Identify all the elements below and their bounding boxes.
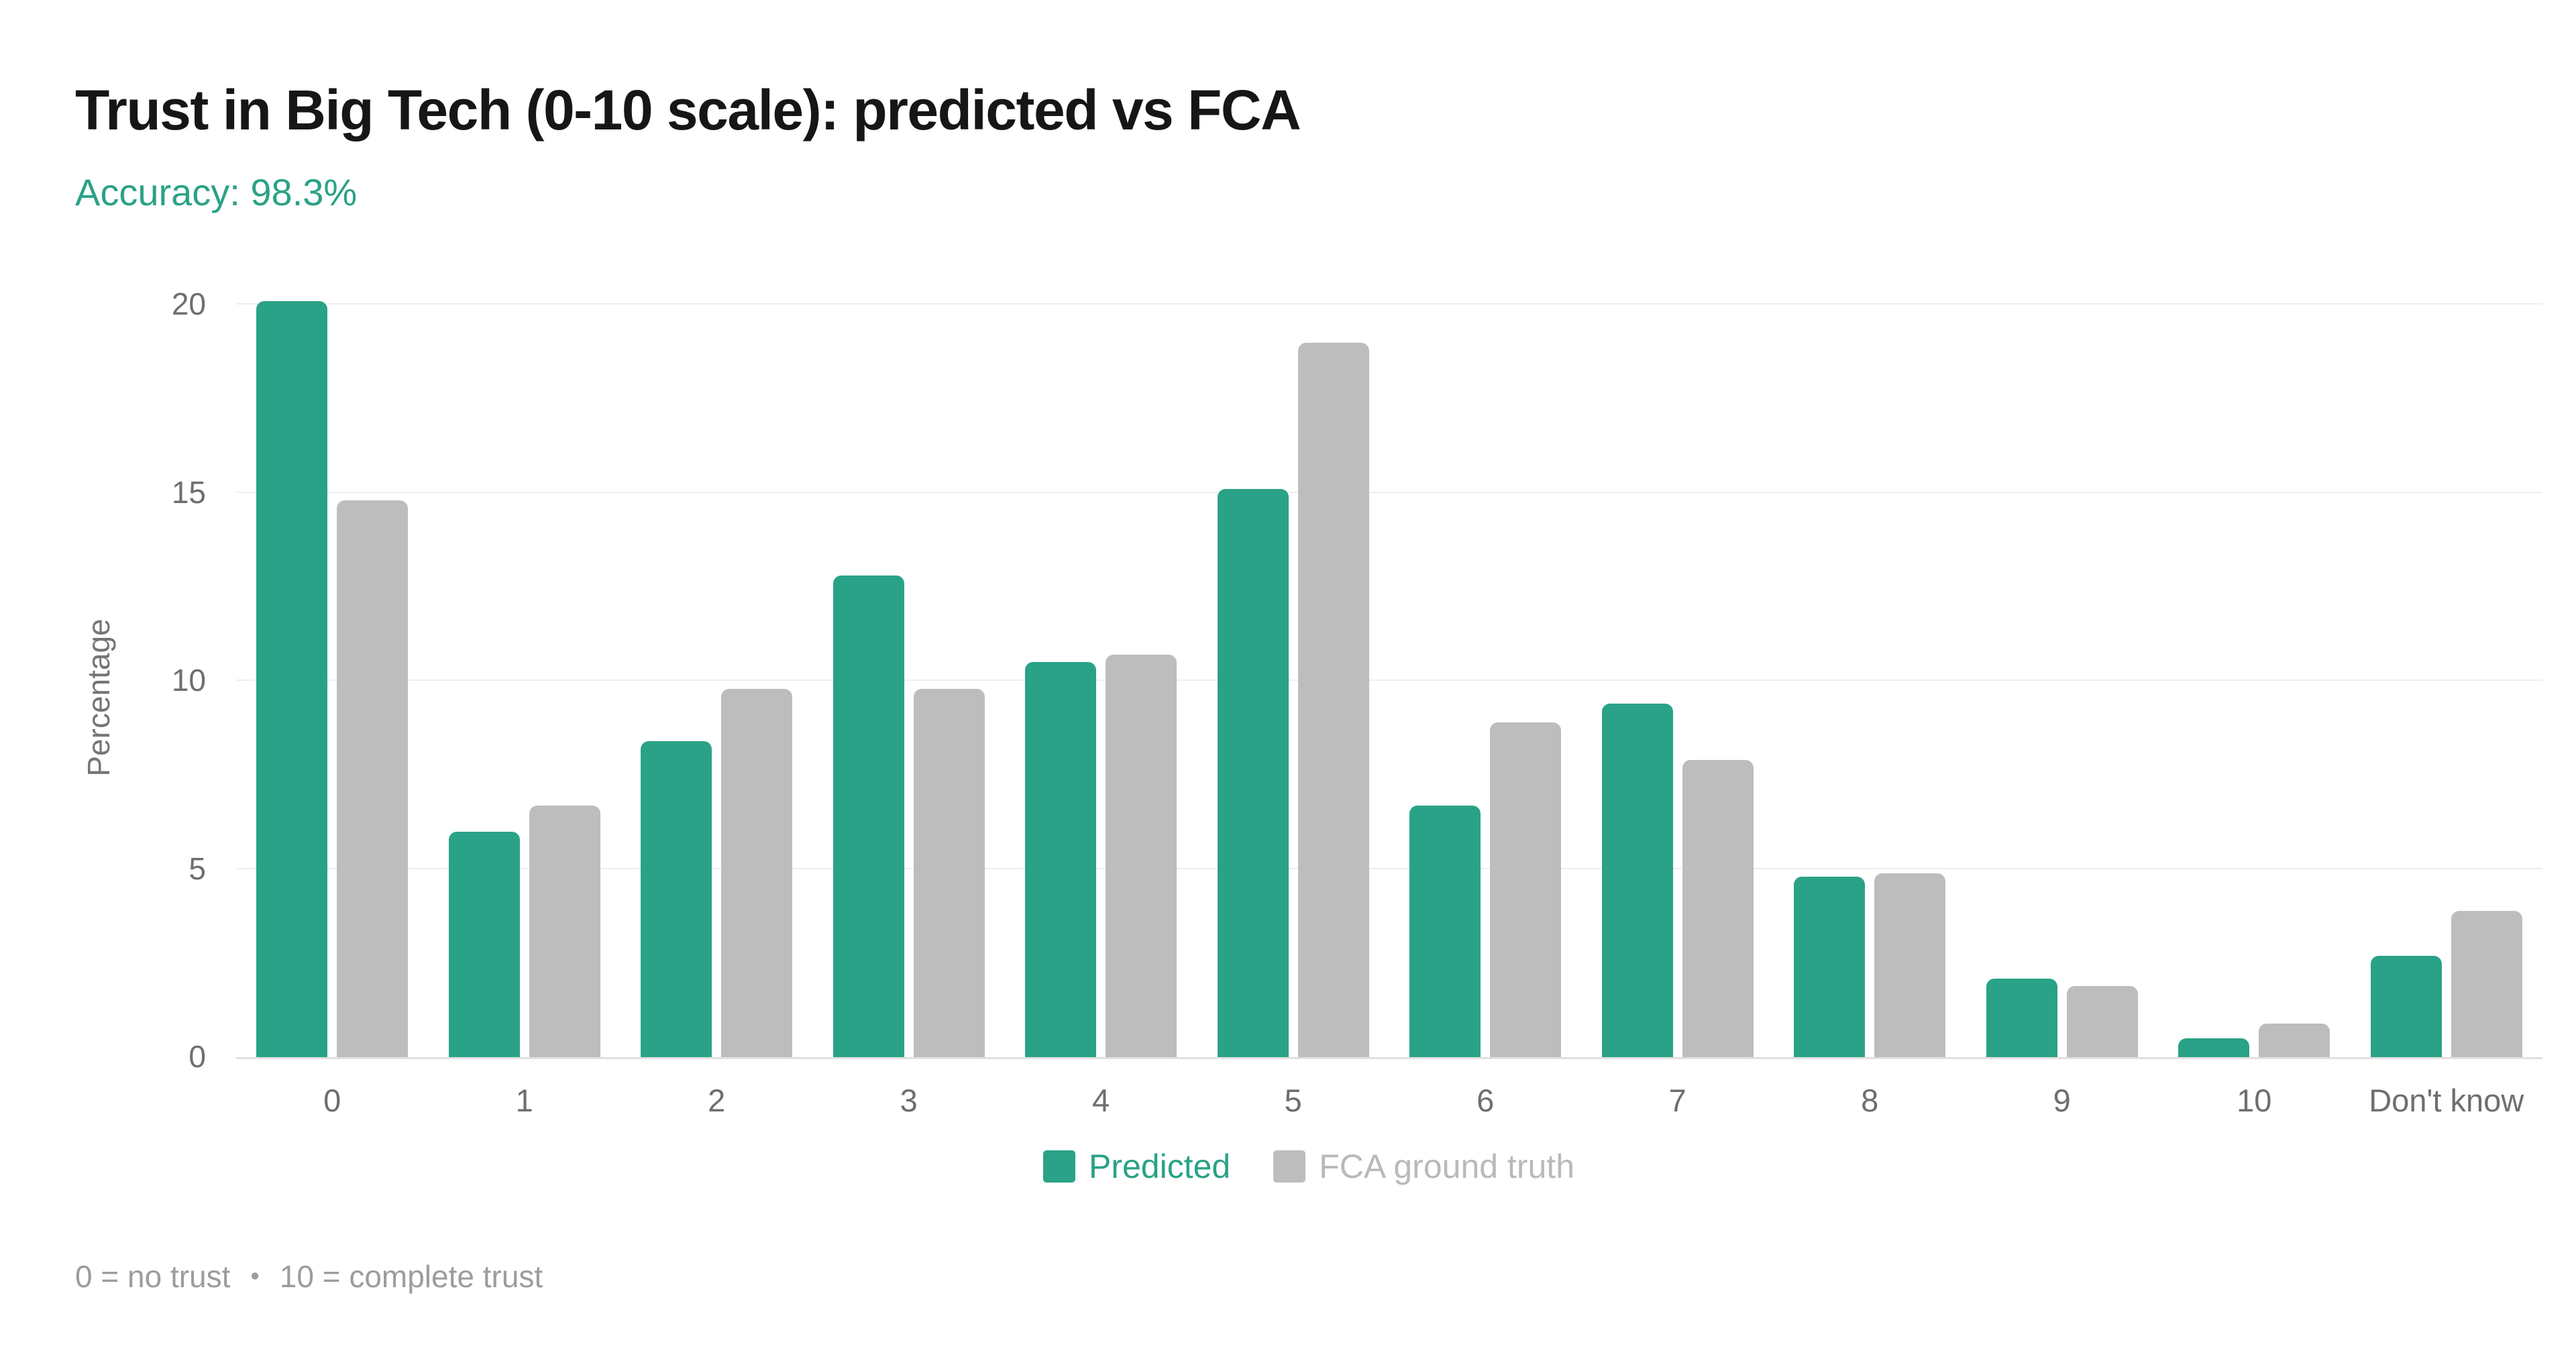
gridline-20	[236, 303, 2542, 305]
y-tick-label-15: 15	[171, 474, 206, 510]
bar-group-5	[1197, 342, 1390, 1058]
legend-swatch-icon-predicted	[1043, 1150, 1075, 1183]
y-tick-label-10: 10	[171, 663, 206, 698]
bars-layer	[236, 276, 2543, 1058]
bar-predicted-8[interactable]	[1794, 877, 1866, 1058]
bar-group-0	[236, 300, 429, 1058]
gridline-5	[236, 867, 2542, 869]
scale-footnote: 0 = no trust • 10 = complete trust	[75, 1258, 2542, 1295]
bar-predicted-2[interactable]	[641, 741, 712, 1058]
bar-fca-ground-truth-0[interactable]	[337, 500, 409, 1058]
legend-label-fca-ground-truth: FCA ground truth	[1319, 1148, 1574, 1186]
bar-group-2	[621, 688, 813, 1058]
bar-predicted-9[interactable]	[1986, 978, 2057, 1058]
bar-fca-ground-truth-7[interactable]	[1682, 760, 1754, 1058]
bar-predicted-don-t-know[interactable]	[2370, 955, 2442, 1058]
x-tick-label-10: 10	[2237, 1083, 2272, 1119]
bar-group-7	[1582, 704, 1774, 1058]
x-tick-label-5: 5	[1284, 1083, 1302, 1119]
x-tick-label-don-t-know: Don't know	[2369, 1083, 2524, 1119]
x-tick-label-4: 4	[1092, 1083, 1110, 1119]
bar-predicted-3[interactable]	[833, 576, 904, 1058]
footnote-bullet-icon: •	[250, 1262, 260, 1291]
legend-label-predicted: Predicted	[1089, 1148, 1231, 1186]
x-tick-label-0: 0	[323, 1083, 341, 1119]
bar-fca-ground-truth-6[interactable]	[1490, 722, 1562, 1058]
bar-fca-ground-truth-2[interactable]	[721, 688, 793, 1058]
bar-group-9	[1966, 978, 2159, 1058]
plot-column: 0 5 10 15 20 0 1 2 3 4 5 6 7 8 9 10 Don't know	[122, 276, 2542, 1119]
gridline-15	[236, 491, 2542, 493]
bar-fca-ground-truth-9[interactable]	[2066, 985, 2138, 1058]
legend-swatch-icon-fca-ground-truth	[1273, 1150, 1306, 1183]
legend-item-predicted[interactable]: Predicted	[1043, 1147, 1230, 1186]
bar-predicted-10[interactable]	[2178, 1038, 2250, 1058]
x-tick-label-2: 2	[708, 1083, 726, 1119]
bar-group-1	[429, 805, 621, 1058]
plot-area: 0 5 10 15 20	[172, 276, 2543, 1072]
y-tick-label-20: 20	[171, 286, 206, 322]
chart-page: Trust in Big Tech (0-10 scale): predicte…	[75, 78, 2542, 1295]
accuracy-label: Accuracy: 98.3%	[75, 171, 358, 214]
bar-fca-ground-truth-1[interactable]	[529, 805, 600, 1058]
bar-predicted-1[interactable]	[448, 831, 520, 1058]
bar-predicted-7[interactable]	[1601, 704, 1673, 1058]
y-tick-label-0: 0	[189, 1039, 206, 1075]
bar-predicted-5[interactable]	[1217, 489, 1289, 1058]
x-tick-label-6: 6	[1477, 1083, 1495, 1119]
bar-group-10	[2158, 1023, 2351, 1058]
x-tick-label-8: 8	[1861, 1083, 1879, 1119]
bar-fca-ground-truth-4[interactable]	[1106, 655, 1177, 1058]
bar-fca-ground-truth-don-t-know[interactable]	[2451, 910, 2522, 1058]
bar-group-3	[813, 576, 1006, 1058]
bar-group-6	[1389, 722, 1582, 1058]
bar-fca-ground-truth-5[interactable]	[1297, 342, 1369, 1058]
x-tick-label-1: 1	[515, 1083, 533, 1119]
x-axis-labels: 0 1 2 3 4 5 6 7 8 9 10 Don't know	[236, 1082, 2542, 1119]
bar-group-don-t-know	[2351, 910, 2543, 1058]
bar-predicted-0[interactable]	[256, 300, 328, 1058]
chart-title: Trust in Big Tech (0-10 scale): predicte…	[75, 78, 1301, 142]
footnote-right: 10 = complete trust	[279, 1259, 543, 1295]
bar-chart: Percentage 0 5 10 15 20 0 1 2 3 4 5 6 7 8 9 10 Don't kn…	[75, 276, 2542, 1119]
bar-fca-ground-truth-3[interactable]	[913, 688, 985, 1058]
x-tick-label-3: 3	[900, 1083, 918, 1119]
footnote-left: 0 = no trust	[75, 1259, 231, 1295]
y-tick-label-5: 5	[189, 851, 206, 886]
y-axis-title: Percentage	[81, 618, 116, 777]
legend-item-fca-ground-truth[interactable]: FCA ground truth	[1273, 1147, 1574, 1186]
x-tick-label-9: 9	[2053, 1083, 2071, 1119]
bar-predicted-4[interactable]	[1025, 662, 1097, 1058]
y-axis-title-column: Percentage	[75, 276, 122, 1119]
bar-predicted-6[interactable]	[1409, 805, 1481, 1058]
bar-fca-ground-truth-8[interactable]	[1874, 873, 1946, 1058]
bar-group-4	[1005, 655, 1197, 1058]
bar-fca-ground-truth-10[interactable]	[2259, 1023, 2330, 1058]
bar-group-8	[1774, 873, 1966, 1058]
x-tick-label-7: 7	[1668, 1083, 1686, 1119]
gridline-10	[236, 679, 2542, 681]
legend: Predicted FCA ground truth	[75, 1147, 2542, 1186]
